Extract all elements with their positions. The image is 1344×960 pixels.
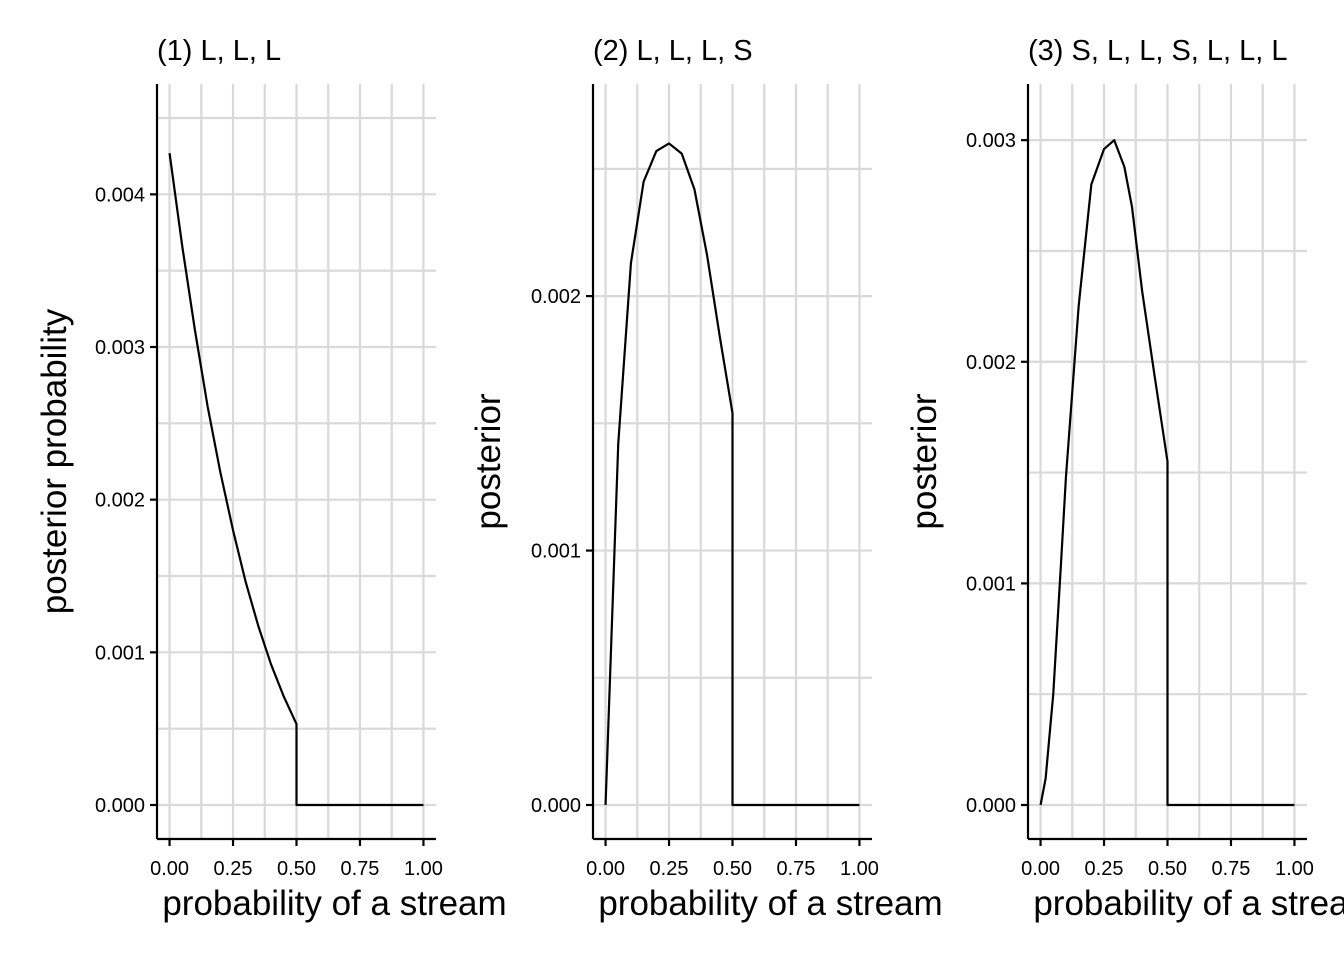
y-axis-title: posterior probability [35, 308, 74, 614]
chart-panel-1: 0.00 0.25 0.50 0.75 1.00 0.000 0.001 0.002 0.003… [35, 35, 507, 923]
x-tick-label: 0.75 [777, 858, 816, 880]
y-tick-label: 0.002 [966, 352, 1016, 374]
y-axis-title: posterior [469, 393, 508, 530]
x-tick-label: 0.50 [713, 858, 752, 880]
x-tick-label: 1.00 [1275, 858, 1314, 880]
panel-title: (3) S, L, L, S, L, L, L [1028, 35, 1288, 67]
x-tick-label: 0.50 [1148, 858, 1187, 880]
y-tick-label: 0.001 [95, 642, 145, 664]
y-tick-label: 0.004 [95, 184, 145, 206]
y-tick-label: 0.001 [531, 541, 581, 563]
x-tick-label: 1.00 [840, 858, 879, 880]
y-tick-label: 0.000 [95, 795, 145, 817]
x-tick-label: 0.75 [1212, 858, 1251, 880]
panel-title: (2) L, L, L, S [593, 35, 753, 67]
y-tick-label: 0.001 [966, 573, 1016, 595]
panel-title: (1) L, L, L [157, 35, 281, 67]
y-axis-title: posterior [905, 393, 944, 530]
y-tick-label: 0.002 [531, 286, 581, 308]
x-axis-title: probability of a stream [162, 884, 506, 923]
y-tick-label: 0.003 [966, 130, 1016, 152]
x-tick-label: 0.00 [586, 858, 625, 880]
grid-lines [157, 84, 436, 839]
chart-panel-2: 0.00 0.25 0.50 0.75 1.00 0.000 0.001 0.002 (2) L… [469, 35, 943, 923]
y-tick-label: 0.002 [95, 490, 145, 512]
x-tick-label: 0.00 [150, 858, 189, 880]
y-tick-label: 0.000 [531, 795, 581, 817]
x-tick-label: 0.75 [341, 858, 380, 880]
y-tick-label: 0.000 [966, 795, 1016, 817]
x-tick-label: 0.00 [1021, 858, 1060, 880]
x-axis-title: probability of a stream [598, 884, 942, 923]
y-tick-label: 0.003 [95, 337, 145, 359]
chart-panel-3: 0.00 0.25 0.50 0.75 1.00 0.000 0.001 0.002 0.003… [905, 35, 1344, 923]
x-tick-label: 0.25 [1085, 858, 1124, 880]
x-tick-label: 1.00 [404, 858, 443, 880]
x-tick-label: 0.50 [277, 858, 316, 880]
posterior-curve [168, 152, 424, 807]
x-tick-label: 0.25 [650, 858, 689, 880]
x-tick-label: 0.25 [214, 858, 253, 880]
x-axis-title: probability of a stream [1033, 884, 1344, 923]
posterior-curve [604, 142, 860, 807]
posterior-curve [1039, 139, 1295, 807]
